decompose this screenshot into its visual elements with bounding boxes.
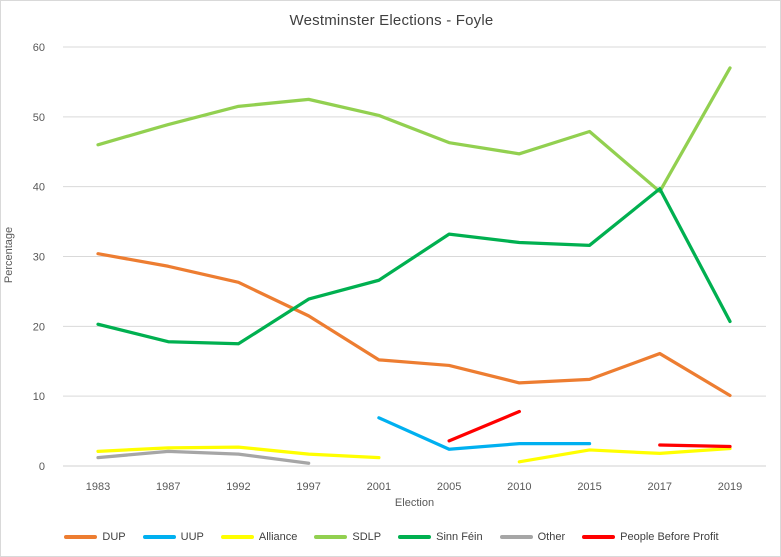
x-tick-label: 1983	[86, 481, 110, 493]
series-line-people-before-profit	[447, 409, 521, 443]
legend-label-sinn-f-in: Sinn Féin	[436, 531, 483, 543]
x-axis-title: Election	[394, 497, 435, 509]
series-line-alliance	[96, 445, 381, 460]
y-tick-label: 20	[33, 321, 45, 333]
series-line-other	[96, 449, 311, 465]
legend-label-dup: DUP	[102, 531, 126, 543]
legend-item-sinn-f-in: Sinn Féin	[398, 531, 483, 543]
legend-label-alliance: Alliance	[258, 531, 298, 543]
legend-line-swatch-alliance	[220, 535, 254, 539]
legend-label-sdlp: SDLP	[352, 531, 382, 543]
x-tick-label: 1987	[156, 481, 180, 493]
legend-line-swatch-uup	[142, 535, 176, 539]
legend-item-alliance: Alliance	[220, 531, 298, 543]
y-tick-label: 60	[33, 42, 45, 54]
y-tick-label: 40	[33, 182, 45, 194]
legend-line-swatch-sinn-f-in	[398, 535, 432, 539]
legend: DUP UUP Alliance SDLP Sinn Féin Other People B…	[1, 528, 780, 546]
legend-label-uup: UUP	[180, 531, 204, 543]
legend-item-other: Other	[499, 531, 566, 543]
legend-label-other: Other	[537, 531, 566, 543]
legend-item-people-before-profit: People Before Profit	[582, 531, 719, 543]
series-line-alliance	[517, 446, 732, 464]
legend-line-swatch-people-before-profit	[582, 535, 616, 539]
series-line-people-before-profit	[658, 443, 732, 449]
series-line-sdlp	[96, 66, 732, 194]
x-tick-label: 1997	[296, 481, 320, 493]
y-tick-label: 50	[33, 112, 45, 124]
x-tick-label: 2001	[367, 481, 391, 493]
series-line-dup	[96, 252, 732, 398]
x-tick-label: 2017	[648, 481, 672, 493]
legend-line-swatch-other	[499, 535, 533, 539]
y-tick-label: 10	[33, 391, 45, 403]
legend-item-dup: DUP	[64, 531, 126, 543]
series-line-sinn-f-in	[96, 187, 732, 346]
series-line-uup	[377, 416, 592, 451]
legend-line-swatch-sdlp	[314, 535, 348, 539]
x-tick-label: 2005	[437, 481, 461, 493]
x-tick-label: 2015	[577, 481, 601, 493]
legend-label-people-before-profit: People Before Profit	[620, 531, 719, 543]
y-tick-label: 30	[33, 252, 45, 264]
legend-item-sdlp: SDLP	[314, 531, 381, 543]
x-tick-label: 2019	[718, 481, 742, 493]
x-tick-label: 2010	[507, 481, 531, 493]
y-tick-label: 0	[39, 461, 45, 473]
legend-item-uup: UUP	[142, 531, 204, 543]
chart-title: Westminster Elections - Foyle	[289, 12, 494, 29]
x-tick-label: 1992	[226, 481, 250, 493]
legend-line-swatch-dup	[64, 535, 98, 539]
